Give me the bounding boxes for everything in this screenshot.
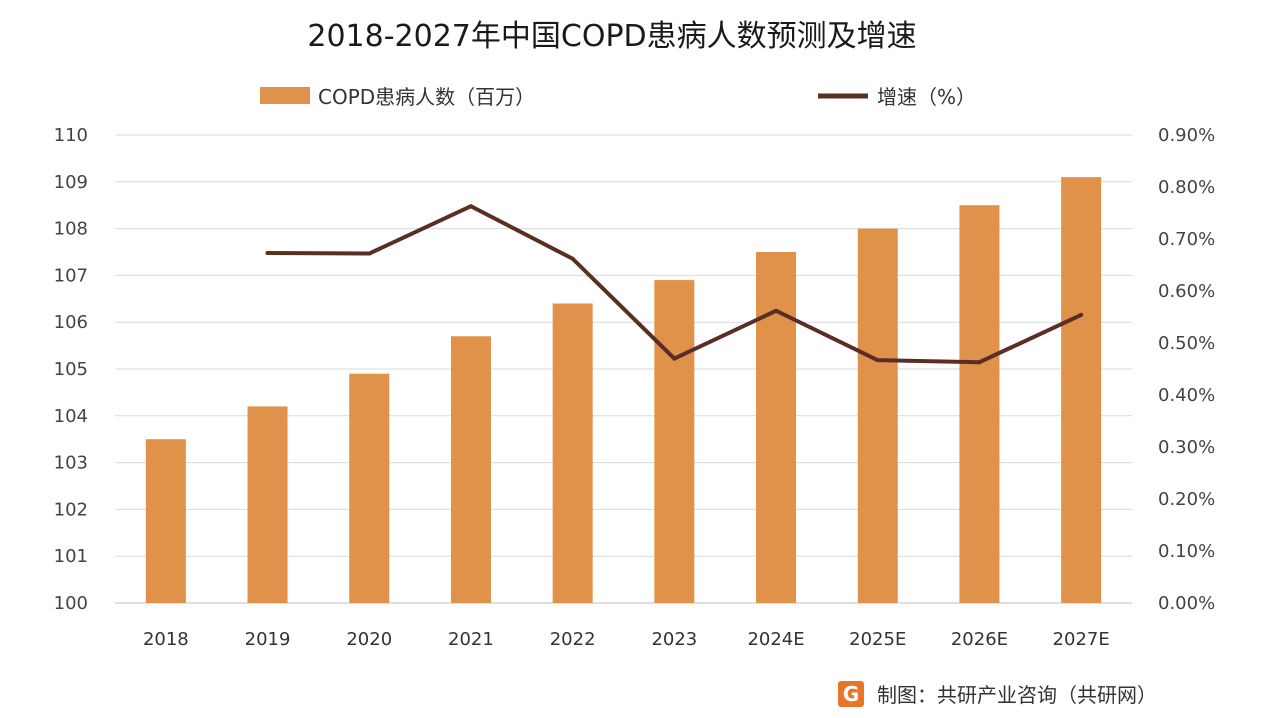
logo-icon [838,681,864,707]
bar-2021 [450,336,491,603]
x-tick-label: 2021 [448,629,494,650]
growth-line-layer [265,204,1084,365]
right-tick-label: 0.90% [1158,125,1215,146]
bar-2023 [654,280,695,603]
right-tick-label: 0.80% [1158,177,1215,198]
x-tick-label: 2019 [245,629,291,650]
right-tick-label: 0.00% [1158,593,1215,614]
x-tick-label: 2022 [550,629,596,650]
left-tick-label: 105 [54,359,88,380]
legend-bar-swatch [260,87,310,104]
left-tick-label: 103 [54,453,88,474]
left-tick-label: 102 [54,499,88,520]
left-tick-label: 107 [54,265,88,286]
logo-letter: G [843,682,859,706]
right-tick-label: 0.30% [1158,437,1215,458]
x-tick-label: 2020 [346,629,392,650]
growth-point-2023 [672,356,677,361]
growth-point-2027E [1079,312,1084,317]
bars [145,177,1102,603]
legend-line-label: 增速（%） [877,85,976,109]
growth-point-2025E [875,358,880,363]
x-tick-label: 2024E [747,629,804,650]
right-axis-ticks: 0.00% 0.10% 0.20% 0.30% 0.40% 0.50% 0.60% 0.70%… [1158,125,1215,614]
right-tick-label: 0.20% [1158,489,1215,510]
bar-2024E [756,252,797,603]
x-tick-label: 2027E [1053,629,1110,650]
bar-2020 [349,373,390,603]
x-tick-label: 2025E [849,629,906,650]
bar-2027E [1061,177,1102,603]
right-tick-label: 0.10% [1158,541,1215,562]
left-tick-label: 104 [54,406,88,427]
growth-point-2020 [367,251,372,256]
left-tick-label: 100 [54,593,88,614]
x-tick-label: 2018 [143,629,189,650]
left-tick-label: 110 [54,125,88,146]
growth-point-2024E [774,308,779,313]
growth-point-2021 [468,204,473,209]
right-tick-label: 0.60% [1158,281,1215,302]
footer-credit: G 制图：共研产业咨询（共研网） [838,681,1157,707]
bar-2025E [857,228,898,603]
right-tick-label: 0.40% [1158,385,1215,406]
bar-2019 [247,406,288,603]
left-axis-ticks: 100 101 102 103 104 105 106 107 108 109 110 [54,125,88,614]
bar-2026E [959,205,1000,603]
growth-point-2022 [570,256,575,261]
bar-2018 [145,439,186,603]
chart-title: 2018-2027年中国COPD患病人数预测及增速 [307,19,916,54]
x-tick-label: 2026E [951,629,1008,650]
legend: COPD患病人数（百万） 增速（%） [260,85,976,109]
left-tick-label: 106 [54,312,88,333]
x-axis-labels: 2018 2019 2020 2021 2022 2023 2024E 2025E 2026E 2… [143,629,1110,650]
credit-text: 制图：共研产业咨询（共研网） [877,683,1157,707]
growth-point-2019 [265,251,270,256]
x-tick-label: 2023 [651,629,697,650]
left-tick-label: 108 [54,219,88,240]
right-tick-label: 0.50% [1158,333,1215,354]
legend-bar-label: COPD患病人数（百万） [318,85,535,109]
left-tick-label: 109 [54,172,88,193]
right-tick-label: 0.70% [1158,229,1215,250]
left-tick-label: 101 [54,546,88,567]
bar-2022 [552,303,593,603]
growth-point-2026E [977,360,982,365]
